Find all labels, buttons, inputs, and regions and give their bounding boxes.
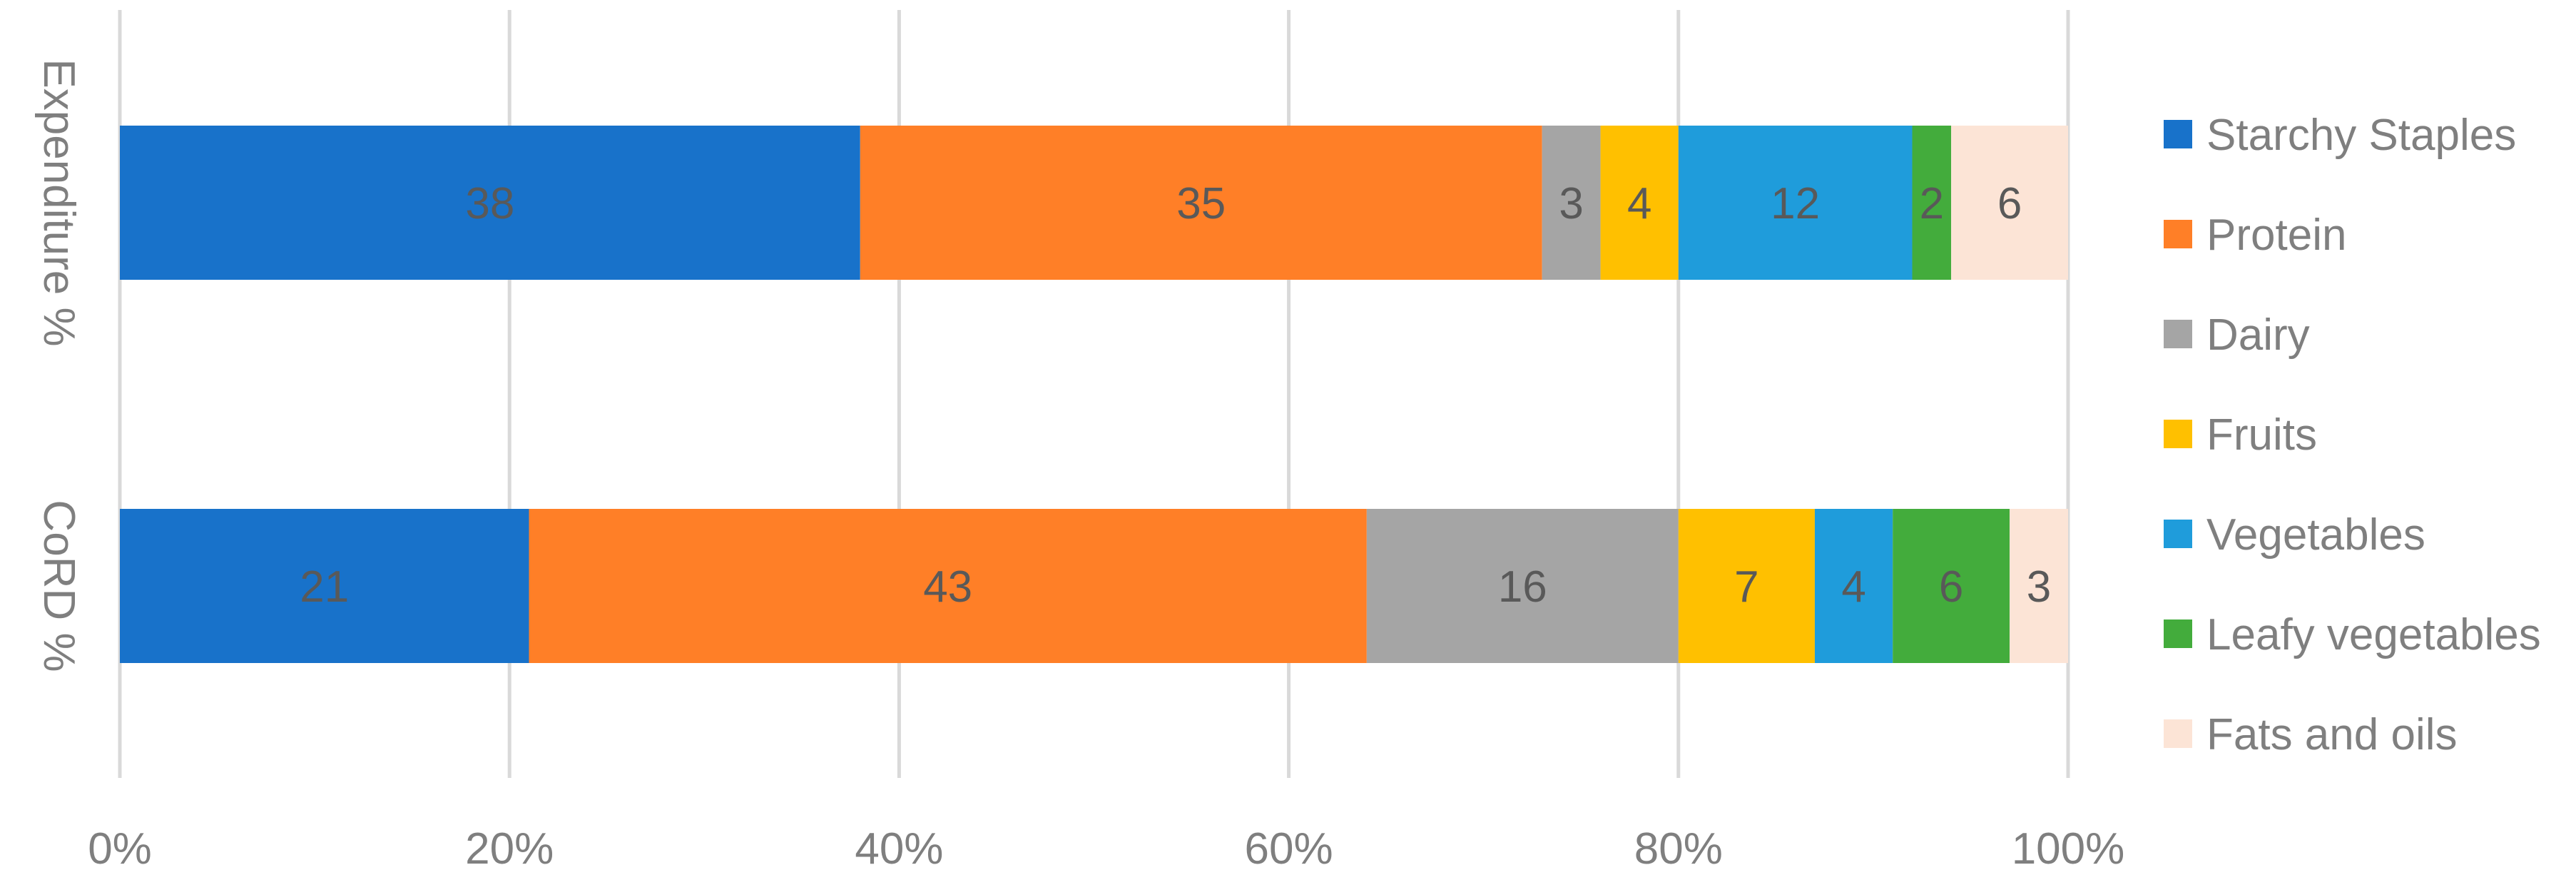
data-label-cord-fruits: 7 [1734,562,1758,612]
data-labels: 38 35 3 4 12 2 621 43 16 7 4 6 3 [300,179,2051,612]
legend-label-dairy: Dairy [2206,310,2310,360]
category-label-expenditure: Expenditure % [34,59,83,346]
data-label-cord-leafy-vegetables: 6 [1939,562,1963,612]
bar-expenditure-fats-and-oils [1951,126,2068,280]
bar-expenditure-vegetables [1678,126,1913,280]
data-label-expenditure-starchy-staples: 38 [465,179,514,228]
data-label-expenditure-fruits: 4 [1627,179,1651,228]
bar-cord-protein [529,509,1367,663]
bar-cord-starchy-staples [120,509,529,663]
legend-swatch-vegetables [2164,520,2192,548]
data-label-cord-vegetables: 4 [1841,562,1865,612]
x-tick-label-60: 60% [1245,824,1333,874]
data-label-expenditure-protein: 35 [1176,179,1226,228]
legend-label-fruits: Fruits [2206,410,2317,460]
legend-label-fats-and-oils: Fats and oils [2206,710,2458,759]
legend-swatch-fruits [2164,420,2192,448]
category-label-cord: CoRD % [34,500,83,672]
data-label-expenditure-dairy: 3 [1559,179,1583,228]
x-tick-label-20: 20% [465,824,554,874]
x-tick-label-40: 40% [855,824,943,874]
data-label-cord-protein: 43 [923,562,972,612]
data-label-cord-dairy: 16 [1498,562,1547,612]
bar-cord-fats-and-oils [2010,509,2068,663]
legend-swatch-protein [2164,220,2192,248]
bar-cord-vegetables [1814,509,1893,663]
legend-swatch-leafy-vegetables [2164,619,2192,648]
data-label-cord-fats-and-oils: 3 [2027,562,2051,612]
legend[interactable]: Starchy Staples Protein Dairy Fruits Vegetab… [2164,111,2541,759]
x-axis-ticks: 0% 20% 40% 60% 80% 100% [88,824,2124,874]
legend-label-starchy-staples: Starchy Staples [2206,111,2516,160]
legend-item-fats-and-oils[interactable]: Fats and oils [2164,710,2458,759]
legend-item-fruits[interactable]: Fruits [2164,410,2317,460]
x-tick-label-80: 80% [1634,824,1723,874]
legend-label-vegetables: Vegetables [2206,510,2425,560]
data-label-expenditure-leafy-vegetables: 2 [1920,179,1944,228]
legend-label-leafy-vegetables: Leafy vegetables [2206,610,2541,659]
bar-expenditure-protein [860,126,1542,280]
bar-cord-leafy-vegetables [1893,509,2010,663]
legend-item-protein[interactable]: Protein [2164,211,2346,260]
bar-expenditure-dairy [1542,126,1601,280]
legend-swatch-dairy [2164,320,2192,348]
legend-label-protein: Protein [2206,211,2346,260]
data-label-cord-starchy-staples: 21 [300,562,349,612]
legend-item-leafy-vegetables[interactable]: Leafy vegetables [2164,610,2541,659]
data-label-expenditure-vegetables: 12 [1771,179,1820,228]
legend-swatch-starchy-staples [2164,120,2192,148]
legend-item-dairy[interactable]: Dairy [2164,310,2310,360]
x-tick-label-100: 100% [2012,824,2125,874]
category-labels: Expenditure % CoRD % [34,59,83,672]
data-label-expenditure-fats-and-oils: 6 [1997,179,2022,228]
legend-item-vegetables[interactable]: Vegetables [2164,510,2425,560]
x-tick-label-0: 0% [88,824,152,874]
bar-cord-dairy [1366,509,1679,663]
legend-item-starchy-staples[interactable]: Starchy Staples [2164,111,2516,160]
bar-expenditure-leafy-vegetables [1912,126,1952,280]
bar-cord-fruits [1678,509,1815,663]
bar-expenditure-starchy-staples [120,126,860,280]
bars [120,126,2068,663]
bar-expenditure-fruits [1600,126,1679,280]
legend-swatch-fats-and-oils [2164,719,2192,748]
